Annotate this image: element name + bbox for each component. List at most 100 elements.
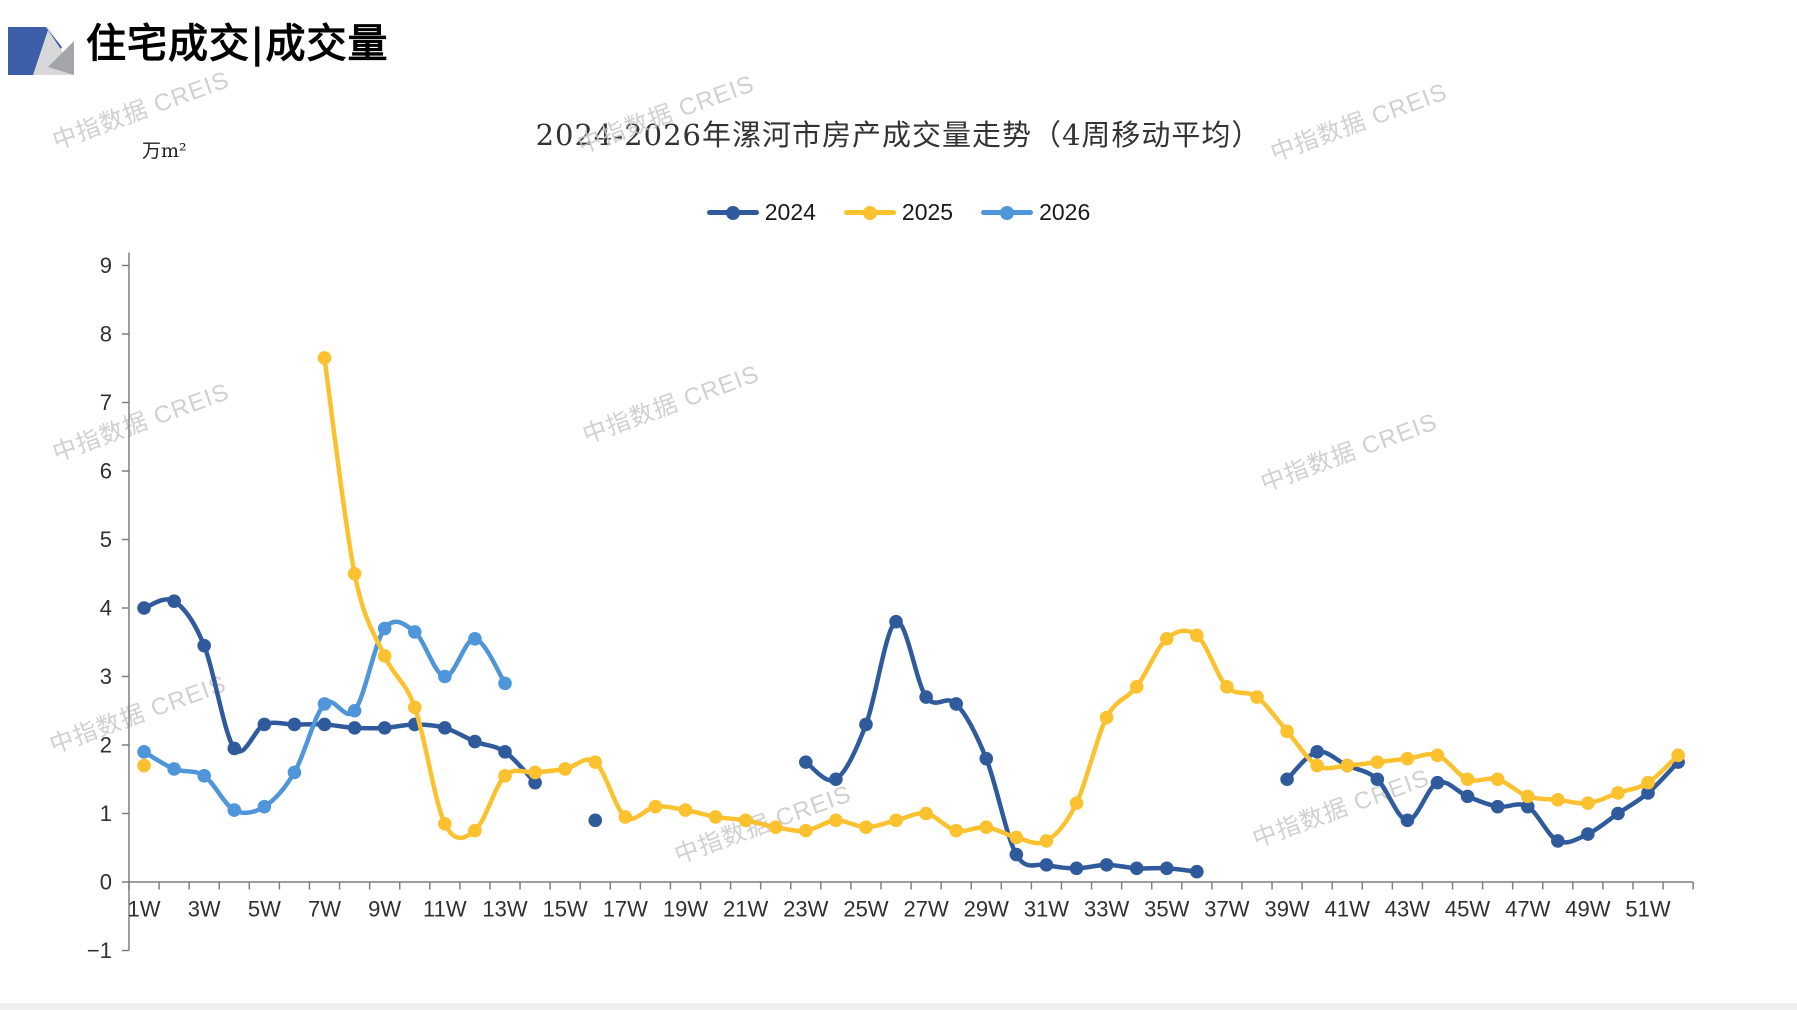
svg-text:41W: 41W <box>1325 897 1370 922</box>
creis-logo <box>8 27 74 75</box>
data-point-2026-w5 <box>257 799 272 814</box>
data-point-2024-w46 <box>1490 799 1505 814</box>
data-point-2025-w39 <box>1280 724 1294 739</box>
data-point-2025-w41 <box>1340 758 1355 773</box>
chart-legend: 2024 2025 2026 <box>0 199 1797 226</box>
svg-text:51W: 51W <box>1625 897 1670 922</box>
data-point-2024-w36 <box>1190 864 1204 879</box>
data-point-2024-w16 <box>588 813 603 828</box>
data-point-2024-w45 <box>1460 789 1475 804</box>
data-point-2025-w40 <box>1310 758 1324 773</box>
data-point-2024-w31 <box>1039 858 1054 872</box>
data-point-2024-w39 <box>1280 772 1294 787</box>
svg-text:3W: 3W <box>188 897 221 922</box>
data-point-2025-w31 <box>1039 834 1054 848</box>
data-point-2025-w38 <box>1250 690 1264 704</box>
data-point-2024-w14 <box>528 775 542 790</box>
svg-text:8: 8 <box>100 322 112 347</box>
chart-title: 2024-2026年漯河市房产成交量走势（4周移动平均） <box>535 118 1262 152</box>
data-point-2025-w32 <box>1069 796 1084 811</box>
data-point-2025-w35 <box>1159 632 1174 646</box>
data-point-2024-w24 <box>829 772 843 787</box>
data-point-2026-w6 <box>287 765 302 780</box>
data-point-2025-w9 <box>377 649 392 663</box>
data-point-2025-w26 <box>889 813 903 828</box>
data-point-2025-w36 <box>1190 628 1204 643</box>
svg-text:0: 0 <box>100 870 112 895</box>
data-point-2024-w6 <box>287 717 302 732</box>
series-2026 <box>137 619 512 817</box>
data-point-2025-w48 <box>1551 793 1565 807</box>
svg-text:33W: 33W <box>1084 897 1129 922</box>
data-point-2024-w5 <box>257 717 272 732</box>
data-point-2026-w9 <box>377 621 392 636</box>
data-point-2025-w34 <box>1129 679 1144 694</box>
data-point-2025-w42 <box>1370 755 1385 769</box>
data-point-2024-w3 <box>197 638 211 653</box>
data-point-2026-w11 <box>438 669 452 684</box>
data-point-2025-w28 <box>949 823 963 838</box>
data-point-2024-w32 <box>1069 861 1084 876</box>
data-point-2026-w10 <box>407 625 422 639</box>
axes <box>122 252 1694 952</box>
data-point-2025-w30 <box>1009 830 1024 845</box>
data-point-2024-w35 <box>1159 861 1174 876</box>
data-point-2024-w26 <box>889 614 903 629</box>
svg-text:7W: 7W <box>308 897 341 922</box>
data-point-2024-w48 <box>1551 834 1565 848</box>
svg-text:19W: 19W <box>663 897 708 922</box>
svg-text:15W: 15W <box>543 897 588 922</box>
data-point-2025-w16 <box>588 755 603 769</box>
legend-marker-2024-icon <box>706 205 759 220</box>
svg-text:27W: 27W <box>903 897 948 922</box>
axis-labels: 9 8 7 6 5 4 3 2 1 0 −1 1W 3W 5W 7W 9W 11W 13W 15W 17W 19W 21W… <box>87 253 1671 963</box>
data-point-2024-w49 <box>1581 827 1595 841</box>
data-point-2024-w13 <box>498 745 512 759</box>
data-point-2024-w8 <box>347 721 362 735</box>
data-point-2024-w33 <box>1099 858 1114 872</box>
page-bottom-edge <box>0 1003 1797 1010</box>
data-point-2024-w50 <box>1611 806 1625 821</box>
data-point-2025-w51 <box>1641 775 1655 790</box>
data-point-2024-w43 <box>1400 813 1415 828</box>
svg-text:−1: −1 <box>87 938 112 963</box>
data-point-2024-w9 <box>377 721 392 735</box>
data-point-2024-w12 <box>468 734 482 749</box>
data-point-2025-w50 <box>1611 786 1625 800</box>
svg-text:1: 1 <box>100 801 112 826</box>
data-point-2024-w2 <box>167 594 181 608</box>
legend-label-2024: 2024 <box>764 199 816 225</box>
data-point-2024-w23 <box>799 755 813 769</box>
data-point-2025-w12 <box>468 823 482 838</box>
data-point-2025-w21 <box>738 813 753 828</box>
data-point-2025-w37 <box>1220 679 1234 694</box>
series-2024 <box>137 594 1685 879</box>
svg-text:11W: 11W <box>423 897 467 922</box>
svg-text:4: 4 <box>100 596 112 621</box>
svg-text:17W: 17W <box>603 897 648 922</box>
svg-text:21W: 21W <box>723 897 768 922</box>
data-point-2026-w2 <box>167 762 181 776</box>
legend-item-2024: 2024 <box>706 199 816 226</box>
data-point-2025-w46 <box>1490 772 1505 787</box>
svg-text:47W: 47W <box>1505 897 1550 922</box>
data-point-2025-w11 <box>438 816 452 831</box>
svg-text:39W: 39W <box>1264 897 1309 922</box>
data-point-2024-w4 <box>227 741 242 756</box>
data-point-2026-w8 <box>347 703 362 718</box>
svg-text:23W: 23W <box>783 897 828 922</box>
data-point-2025-w22 <box>768 820 783 834</box>
svg-text:43W: 43W <box>1385 897 1430 922</box>
data-point-2025-w49 <box>1581 796 1595 811</box>
data-point-2024-w30 <box>1009 847 1024 862</box>
data-point-2025-w18 <box>648 799 663 814</box>
page-title: 住宅成交|成交量 <box>86 20 389 67</box>
svg-text:5: 5 <box>100 527 112 552</box>
data-point-2026-w13 <box>498 676 512 691</box>
data-point-2025-w47 <box>1520 789 1535 804</box>
svg-text:9W: 9W <box>368 897 401 922</box>
svg-text:13W: 13W <box>482 897 527 922</box>
data-point-2024-w11 <box>438 721 452 735</box>
data-point-2025-w10 <box>407 700 422 715</box>
data-point-2024-w40 <box>1310 745 1324 759</box>
